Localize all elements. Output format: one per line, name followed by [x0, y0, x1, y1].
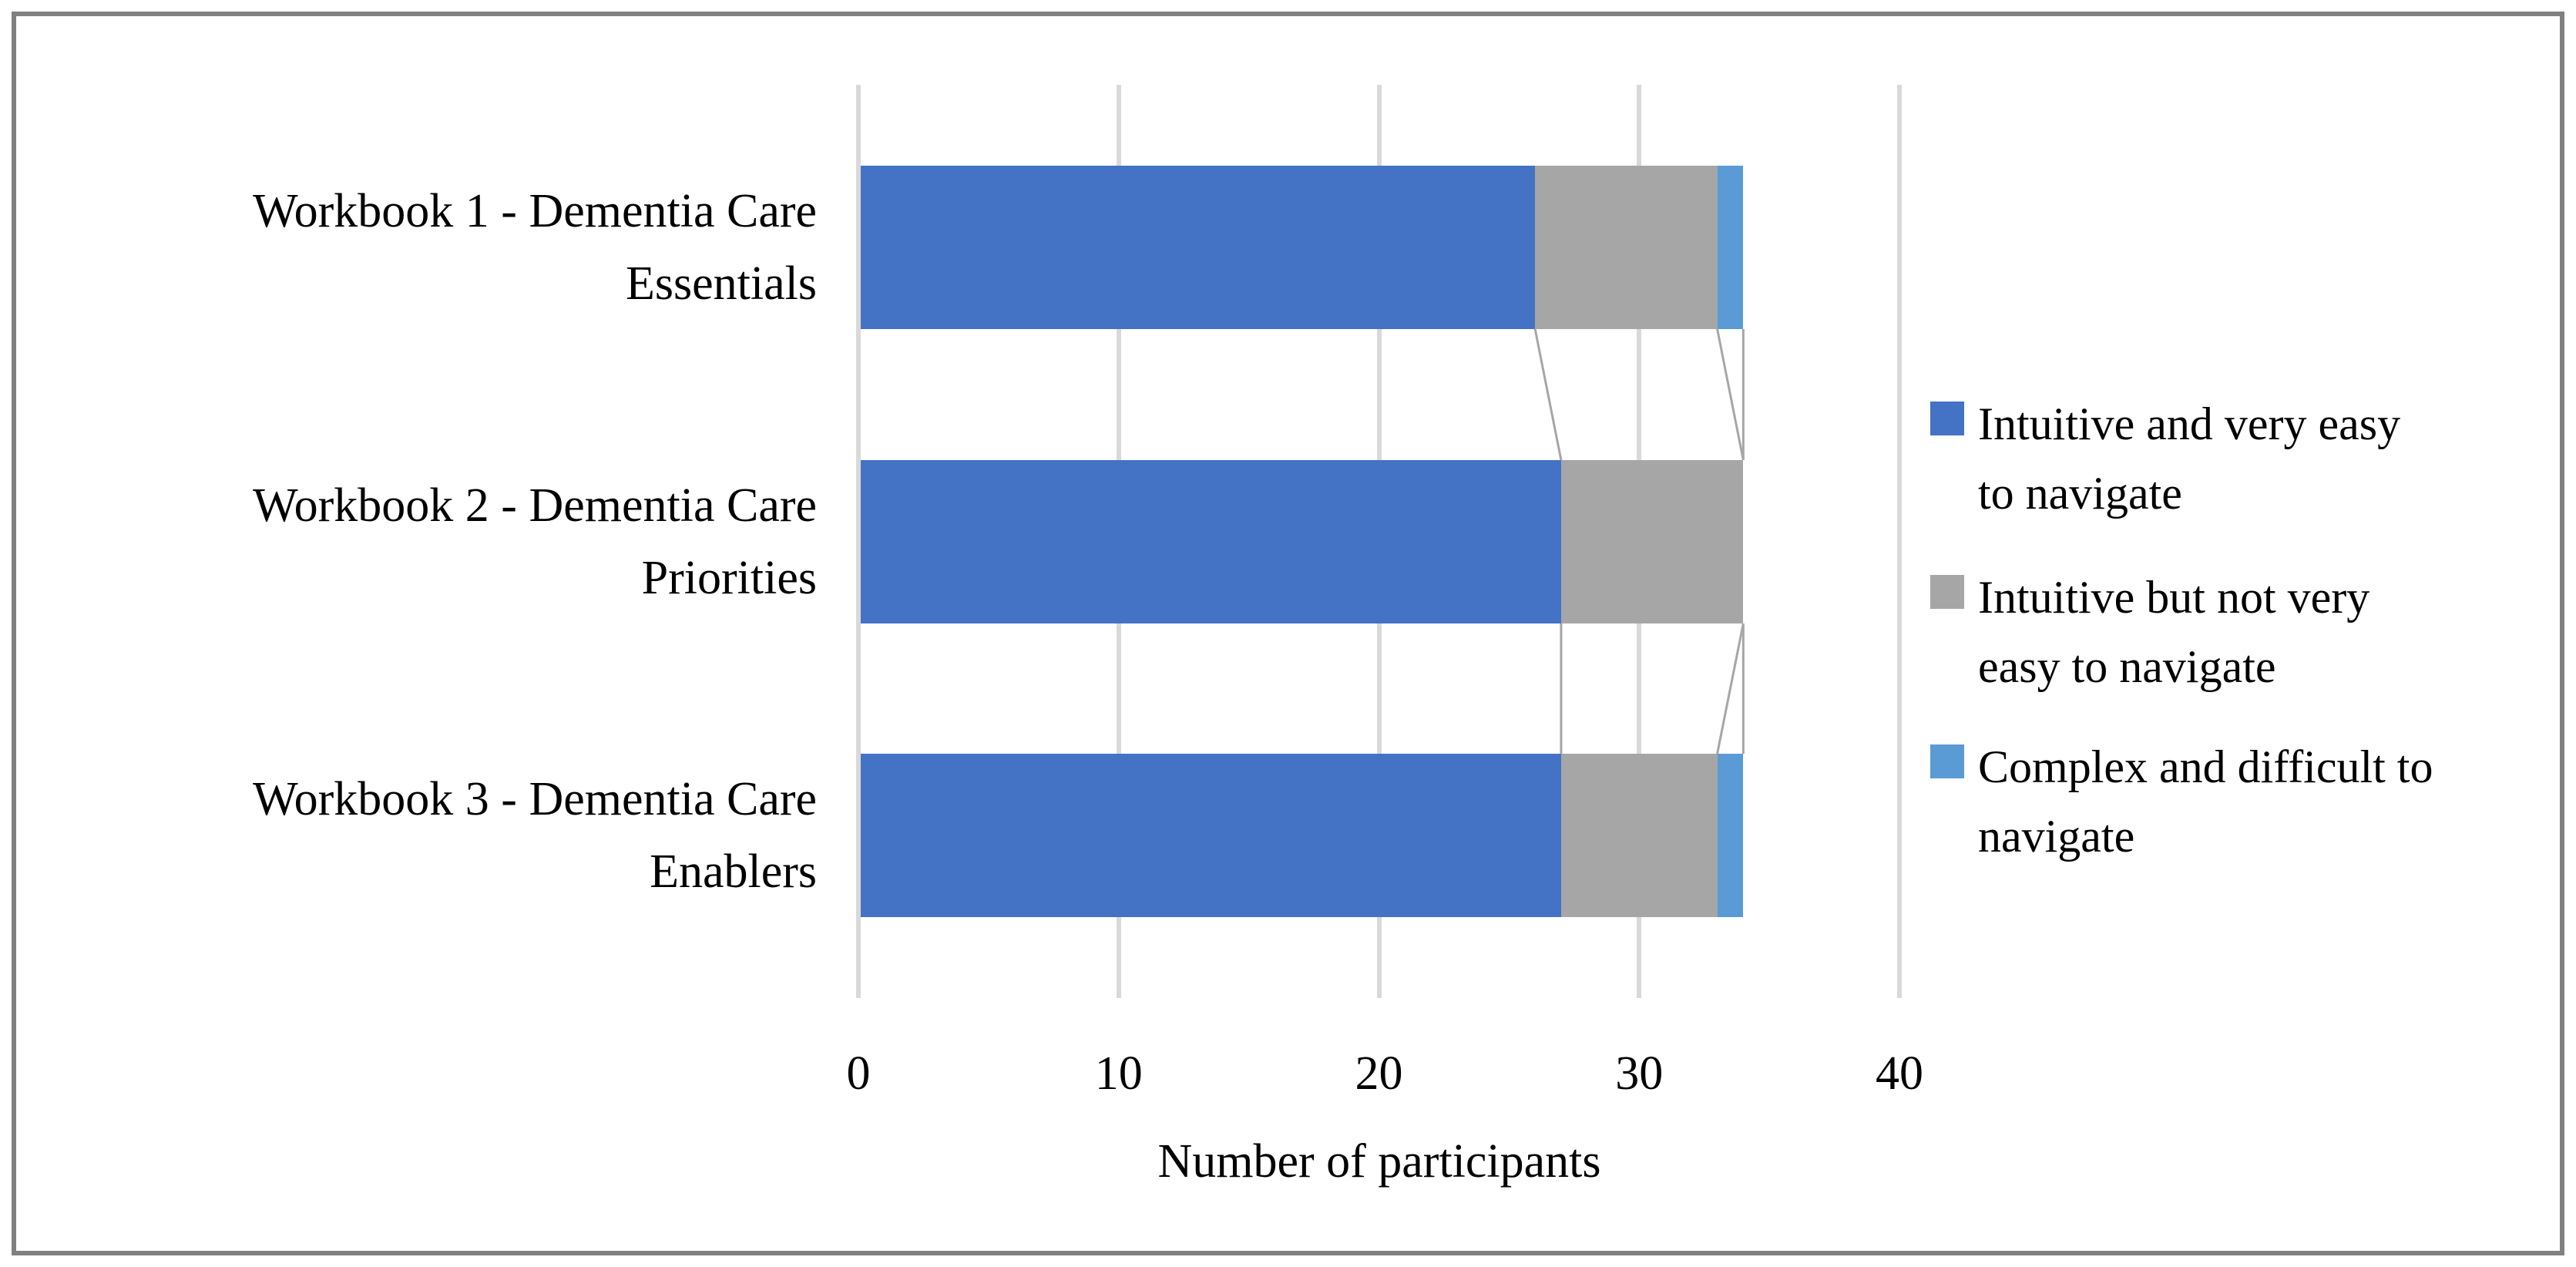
bar-3-segment-2 — [1560, 754, 1718, 917]
x-tick-label-0: 0 — [846, 1047, 871, 1100]
series-line — [1533, 328, 1563, 461]
gridline-x-40 — [1897, 85, 1902, 998]
legend-label-intuitive-very-easy: Intuitive and very easy to navigate — [1978, 398, 2401, 519]
x-axis-title: Number of participants — [1157, 1135, 1601, 1188]
series-line — [1716, 328, 1745, 461]
category-label-workbook-2: Workbook 2 - Dementia Care Priorities — [253, 479, 817, 604]
gridline-x-0 — [856, 85, 861, 998]
legend-swatch-intuitive-not-easy — [1930, 575, 1964, 609]
bar-1-segment-2 — [1535, 166, 1718, 329]
legend-item-intuitive-not-easy: Intuitive but not very easy to navigate — [1930, 563, 2369, 701]
bar-1-segment-3 — [1717, 166, 1744, 329]
legend-item-intuitive-very-easy: Intuitive and very easy to navigate — [1930, 389, 2400, 528]
legend-swatch-complex-difficult — [1930, 744, 1964, 778]
x-tick-label-20: 20 — [1355, 1047, 1403, 1100]
x-tick-label-40: 40 — [1876, 1047, 1923, 1100]
x-tick-label-10: 10 — [1094, 1047, 1143, 1100]
x-tick-label-30: 30 — [1615, 1047, 1664, 1100]
category-label-workbook-1: Workbook 1 - Dementia Care Essentials — [253, 185, 817, 310]
legend-item-complex-difficult: Complex and difficult to navigate — [1930, 732, 2433, 871]
legend-label-complex-difficult: Complex and difficult to navigate — [1978, 741, 2433, 862]
bar-2-segment-1 — [861, 460, 1561, 623]
series-line — [1716, 623, 1745, 754]
bar-3-segment-3 — [1717, 754, 1744, 917]
bar-2-segment-2 — [1560, 460, 1744, 623]
legend-label-intuitive-not-easy: Intuitive but not very easy to navigate — [1978, 572, 2370, 692]
category-label-workbook-3: Workbook 3 - Dementia Care Enablers — [253, 773, 817, 898]
legend-swatch-intuitive-very-easy — [1930, 402, 1964, 435]
bar-3-segment-1 — [861, 754, 1561, 917]
bar-1-segment-1 — [861, 166, 1536, 329]
